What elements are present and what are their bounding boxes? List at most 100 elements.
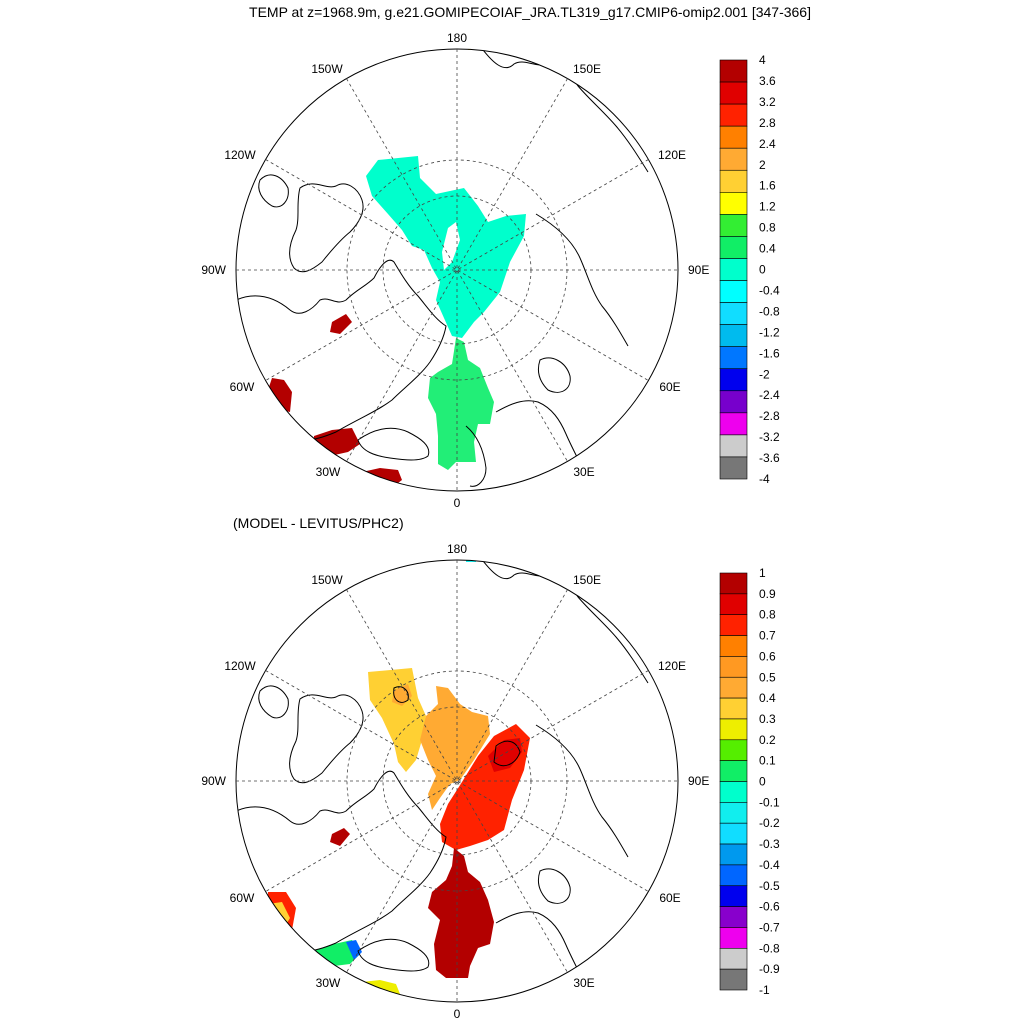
bottom-colorbar-swatch-8 [719, 739, 748, 761]
bottom-lon-label-150w: 150W [311, 573, 343, 587]
top-arctic-gap [442, 222, 460, 270]
top-colorbar-label-11: -0.4 [759, 283, 780, 297]
top-colorbar-swatch-7 [719, 214, 748, 237]
top-lon-label-0: 0 [454, 496, 461, 510]
bottom-colorbar-swatch-4 [719, 656, 748, 678]
bottom-lon-label-0: 0 [454, 1007, 461, 1021]
top-colorbar-label-1: 3.6 [759, 74, 776, 88]
top-iceland-warm-patch [362, 468, 402, 486]
top-colorbar-label-16: -2.4 [759, 388, 780, 402]
top-colorbar-label-0: 4 [759, 53, 766, 67]
bottom-colorbar-label-10: 0 [759, 775, 766, 789]
bottom-graticule [236, 560, 678, 1002]
top-colorbar-label-15: -2 [759, 367, 770, 381]
bottom-colorbar-label-14: -0.4 [759, 858, 780, 872]
top-colorbar-label-3: 2.8 [759, 116, 776, 130]
top-colorbar-label-20: -4 [759, 472, 770, 486]
top-lon-label-150e: 150E [573, 62, 601, 76]
top-lon-label-150w: 150W [311, 62, 343, 76]
bottom-colorbar-label-0: 1 [759, 566, 766, 580]
bottom-colorbar-swatch-15 [719, 885, 748, 907]
bottom-lon-label-30e: 30E [573, 976, 594, 990]
top-colorbar-swatch-10 [719, 280, 748, 303]
bottom-lon-label-180: 180 [447, 542, 467, 556]
top-colorbar-swatch-16 [719, 412, 748, 436]
bottom-colorbar-swatch-11 [719, 802, 748, 824]
top-colorbar-label-14: -1.6 [759, 346, 780, 360]
bottom-eurasian-region [420, 686, 490, 810]
bottom-colorbar-label-13: -0.3 [759, 837, 780, 851]
bottom-colorbar-label-12: -0.2 [759, 816, 780, 830]
bottom-colorbar-swatch-10 [719, 781, 748, 803]
bottom-colorbar-label-18: -0.8 [759, 941, 780, 955]
bottom-colorbar-swatch-0 [719, 572, 748, 595]
top-colorbar-label-18: -3.2 [759, 430, 780, 444]
bottom-iceland-patch [362, 980, 400, 994]
bottom-colorbar-swatch-2 [719, 614, 748, 636]
bottom-colorbar-label-6: 0.4 [759, 691, 776, 705]
top-colorbar-swatch-14 [719, 368, 748, 392]
bottom-colorbar-label-19: -0.9 [759, 962, 780, 976]
bottom-lon-label-150e: 150E [573, 573, 601, 587]
top-colorbar-label-4: 2.4 [759, 137, 776, 151]
bottom-lon-label-90e: 90E [688, 774, 709, 788]
top-data-field [266, 49, 526, 486]
top-lon-label-120e: 120E [658, 148, 686, 162]
bottom-atlantic-region [428, 848, 494, 978]
bottom-colorbar-swatch-6 [719, 697, 748, 720]
bottom-colorbar: 1 0.9 0.8 0.7 0.6 0.5 0.4 0.3 0.2 0.1 0 -0.1 -0.2 -0.… [719, 566, 780, 997]
top-colorbar-swatch-9 [719, 258, 748, 281]
top-atlantic-warm-region [428, 338, 494, 470]
top-colorbar-label-7: 1.2 [759, 200, 776, 214]
top-colorbar-swatch-18 [719, 456, 748, 480]
bottom-colorbar-label-17: -0.7 [759, 920, 780, 934]
bottom-colorbar-label-2: 0.8 [759, 608, 776, 622]
top-lon-label-180: 180 [447, 31, 467, 45]
top-colorbar-swatch-12 [719, 324, 748, 347]
bottom-lon-label-60w: 60W [230, 891, 255, 905]
bottom-data-field [268, 560, 530, 994]
top-map-panel: 180 0 90W 90E 150W 120W 150E 120E 60W 30… [201, 31, 709, 510]
bottom-lon-label-60e: 60E [659, 891, 680, 905]
top-graticule [236, 49, 678, 491]
top-labrador-warm-patch [266, 378, 292, 412]
bottom-colorbar-swatch-5 [719, 676, 748, 699]
bottom-colorbar-label-8: 0.2 [759, 733, 776, 747]
bottom-colorbar-label-3: 0.7 [759, 629, 776, 643]
bottom-colorbar-label-11: -0.1 [759, 795, 780, 809]
bottom-map-panel: 180 0 90W 90E 150W 120W 150E 120E 60W 30… [201, 542, 709, 1021]
bottom-colorbar-label-5: 0.5 [759, 670, 776, 684]
bottom-colorbar-swatch-9 [719, 760, 748, 782]
top-colorbar-label-17: -2.8 [759, 409, 780, 423]
bottom-colorbar-swatch-19 [719, 968, 748, 991]
bottom-colorbar-label-15: -0.5 [759, 879, 780, 893]
top-colorbar-swatch-17 [719, 434, 748, 458]
top-colorbar-label-2: 3.2 [759, 95, 776, 109]
bottom-colorbar-swatch-12 [719, 822, 748, 845]
top-colorbar: 4 3.6 3.2 2.8 2.4 2 1.6 1.2 0.8 0.4 0 -0.4 -0.8 -1.2 -… [719, 53, 780, 486]
top-colorbar-swatch-4 [719, 147, 748, 171]
bottom-colorbar-swatch-17 [719, 927, 748, 949]
top-colorbar-swatch-1 [719, 81, 748, 105]
bottom-lon-label-120w: 120W [224, 659, 256, 673]
bottom-colorbar-label-20: -1 [759, 983, 770, 997]
top-lon-label-90e: 90E [688, 263, 709, 277]
bottom-colorbar-label-7: 0.3 [759, 712, 776, 726]
bottom-lon-label-90w: 90W [201, 774, 226, 788]
top-colorbar-swatch-15 [719, 390, 748, 414]
top-colorbar-swatch-3 [719, 125, 748, 149]
top-colorbar-label-19: -3.6 [759, 451, 780, 465]
bottom-colorbar-label-9: 0.1 [759, 754, 776, 768]
top-colorbar-swatch-11 [719, 302, 748, 325]
bottom-colorbar-label-16: -0.6 [759, 900, 780, 914]
bottom-lon-label-30w: 30W [316, 976, 341, 990]
top-colorbar-label-12: -0.8 [759, 304, 780, 318]
bottom-colorbar-swatch-18 [719, 947, 748, 970]
top-colorbar-label-5: 2 [759, 158, 766, 172]
top-colorbar-label-10: 0 [759, 263, 766, 277]
top-colorbar-label-6: 1.6 [759, 179, 776, 193]
top-irminger-warm-patch [314, 428, 360, 456]
top-colorbar-label-9: 0.4 [759, 242, 776, 256]
bottom-lon-label-120e: 120E [658, 659, 686, 673]
